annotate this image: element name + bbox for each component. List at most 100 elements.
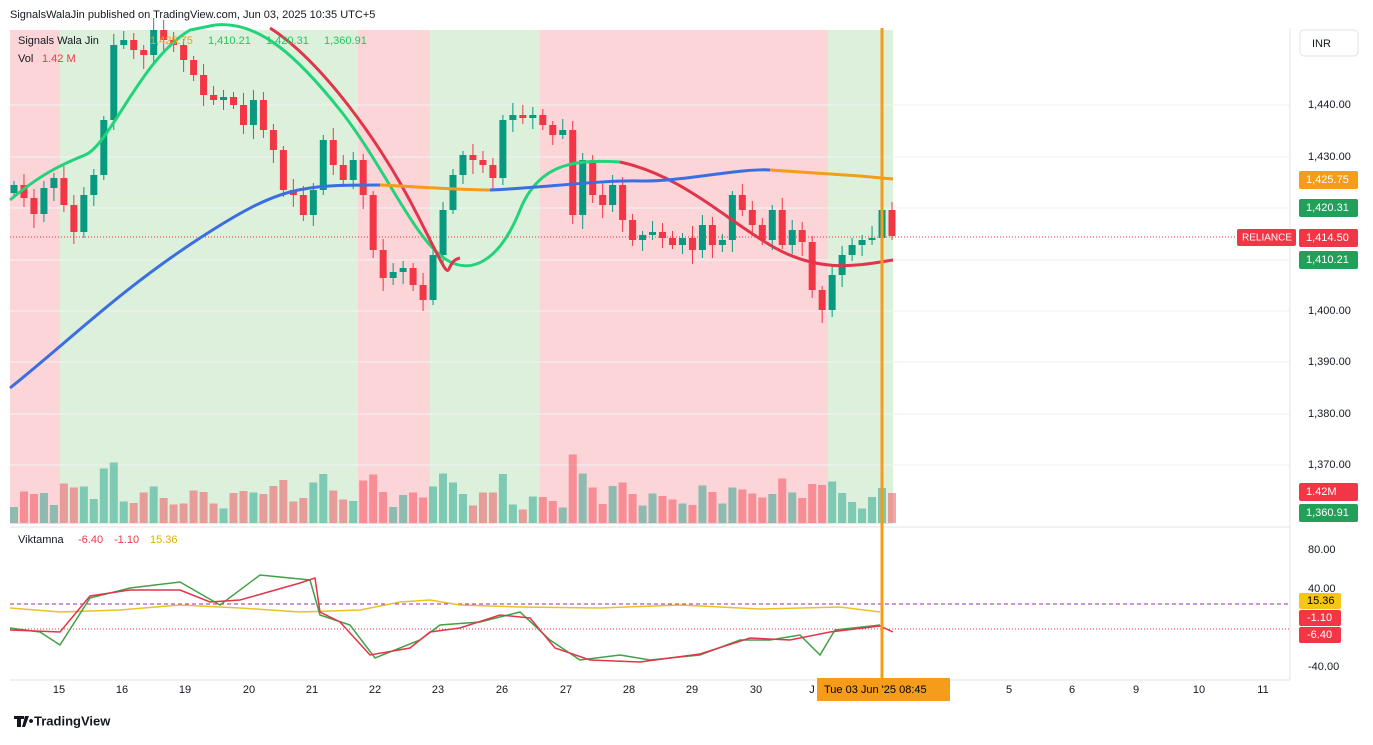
volume-bar — [389, 507, 398, 523]
candle-body — [429, 255, 437, 300]
candle-body — [100, 120, 108, 175]
indicator-badge — [1299, 610, 1341, 626]
candle-body — [579, 160, 587, 215]
indicator-value: -1.10 — [114, 534, 139, 546]
candle-body — [688, 238, 696, 250]
indicator-lines — [9, 574, 1290, 663]
candle-body — [888, 210, 896, 236]
cursor-time-badge — [817, 678, 950, 701]
volume-bar — [269, 486, 278, 523]
tv-logo — [14, 716, 34, 727]
candle-body — [329, 140, 337, 165]
time-tick-label: 28 — [623, 684, 635, 696]
volume-bar — [229, 493, 238, 523]
candle-body — [439, 210, 447, 255]
candle-body — [389, 272, 397, 278]
volume-bar — [808, 484, 817, 523]
price-tick-label: 1,370.00 — [1308, 459, 1351, 471]
volume-bar — [728, 487, 737, 523]
volume-bar — [618, 482, 627, 523]
candle-body — [399, 268, 407, 272]
volume-bar — [199, 492, 208, 523]
candle-body — [60, 178, 68, 205]
candle-body — [788, 230, 796, 245]
volume-bar — [169, 504, 178, 523]
candle-body — [758, 225, 766, 240]
volume-bar — [309, 482, 318, 523]
indicator-badge-text: 15.36 — [1307, 595, 1335, 607]
candle-body — [728, 195, 736, 240]
volume-bar — [10, 507, 18, 523]
volume-bar — [798, 498, 807, 523]
candle-body — [359, 160, 367, 195]
volume-bar — [39, 493, 48, 523]
candle-body — [349, 160, 357, 180]
footer: TradingView — [34, 713, 111, 728]
candle-body — [619, 185, 627, 220]
ma-line — [9, 168, 771, 390]
candle-body — [279, 150, 287, 190]
candle-body — [449, 175, 457, 210]
volume-bar — [768, 494, 777, 523]
price-badge — [1299, 483, 1358, 501]
time-tick-label: 27 — [560, 684, 572, 696]
candle-body — [319, 140, 327, 190]
candle-body — [469, 155, 477, 160]
time-tick-label: 15 — [53, 684, 65, 696]
volume-bar — [69, 487, 78, 523]
candle-body — [419, 285, 427, 300]
candle-body — [868, 238, 876, 240]
currency-button[interactable] — [1299, 29, 1359, 57]
candle-body — [708, 225, 716, 245]
volume-bar — [558, 507, 567, 523]
candle-body — [738, 195, 746, 210]
volume-bar — [508, 504, 517, 523]
volume-bar — [788, 492, 797, 523]
candle-body — [140, 50, 148, 55]
legend-value: 1,425.75 — [150, 35, 193, 47]
volume-bar — [159, 498, 168, 523]
grid — [10, 104, 1290, 466]
candle-body — [299, 195, 307, 215]
candle-body — [848, 245, 856, 255]
volume-bar — [628, 494, 637, 523]
volume-bar — [468, 505, 477, 523]
candle-body — [778, 210, 786, 245]
time-tick-label: J — [809, 684, 815, 696]
candle-body — [210, 95, 218, 100]
volume-bar — [59, 483, 68, 523]
volume-bar — [299, 498, 308, 523]
volume-bar — [828, 481, 837, 523]
vol-label: Vol — [18, 53, 33, 65]
price-badge — [1299, 251, 1358, 269]
time-tick-label: 19 — [179, 684, 191, 696]
volume-bar — [648, 493, 657, 523]
currency[interactable]: INR — [1312, 38, 1331, 50]
candles — [10, 18, 896, 323]
candle-body — [768, 210, 776, 240]
indicator-tick-label: -40.00 — [1308, 661, 1339, 673]
price-badge — [1299, 229, 1358, 247]
volume-bar — [868, 497, 877, 523]
price-badge-text: 1,414.50 — [1306, 232, 1349, 244]
volume-bar — [179, 503, 188, 523]
volume-bar — [688, 505, 697, 523]
candle-body — [40, 188, 48, 214]
volume-bar — [748, 493, 757, 523]
candle-body — [818, 290, 826, 310]
price-badge-text: 1,410.21 — [1306, 254, 1349, 266]
volume-bar — [678, 503, 687, 523]
candle-body — [239, 105, 247, 125]
candle-body — [269, 130, 277, 150]
volume-bar — [279, 480, 288, 523]
indicator-name: Viktamna — [18, 534, 65, 546]
volume-bar — [19, 491, 28, 523]
time-tick-label: 20 — [243, 684, 255, 696]
volume-bar — [409, 492, 418, 523]
candle-body — [120, 40, 128, 45]
volume-bar — [129, 503, 138, 523]
candle-body — [549, 125, 557, 135]
volume-bar — [658, 496, 667, 523]
price-tick-label: 1,400.00 — [1308, 305, 1351, 317]
